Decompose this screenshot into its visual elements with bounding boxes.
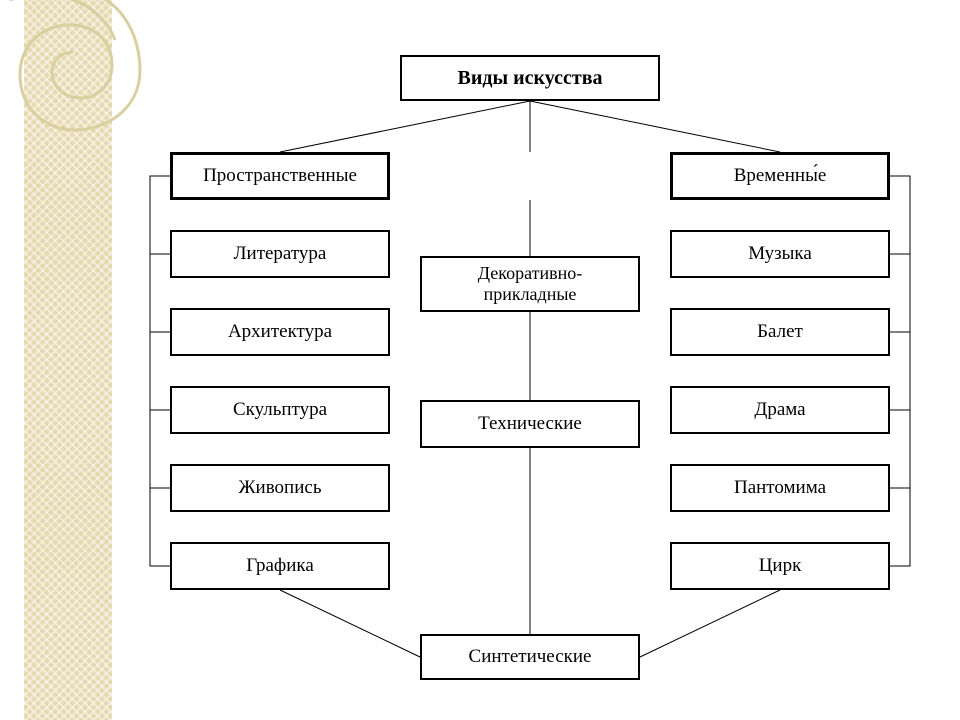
node-l4: Живопись — [170, 464, 390, 512]
node-r4: Пантомима — [670, 464, 890, 512]
node-l3: Скульптура — [170, 386, 390, 434]
node-right_hdr: Временны́е — [670, 152, 890, 200]
node-c1: Декоративно- прикладные — [420, 256, 640, 312]
node-c2: Технические — [420, 400, 640, 448]
node-l2: Архитектура — [170, 308, 390, 356]
node-r1: Музыка — [670, 230, 890, 278]
left-margin — [0, 0, 24, 720]
decorative-band — [24, 0, 112, 720]
slide: Виды искусства Пространственные Литература… — [0, 0, 960, 720]
node-left_hdr: Пространственные — [170, 152, 390, 200]
node-r5: Цирк — [670, 542, 890, 590]
node-l5: Графика — [170, 542, 390, 590]
node-r2: Балет — [670, 308, 890, 356]
node-l1: Литература — [170, 230, 390, 278]
node-c3: Синтетические — [420, 634, 640, 680]
node-root: Виды искусства — [400, 55, 660, 101]
connectors — [0, 0, 960, 720]
node-r3: Драма — [670, 386, 890, 434]
